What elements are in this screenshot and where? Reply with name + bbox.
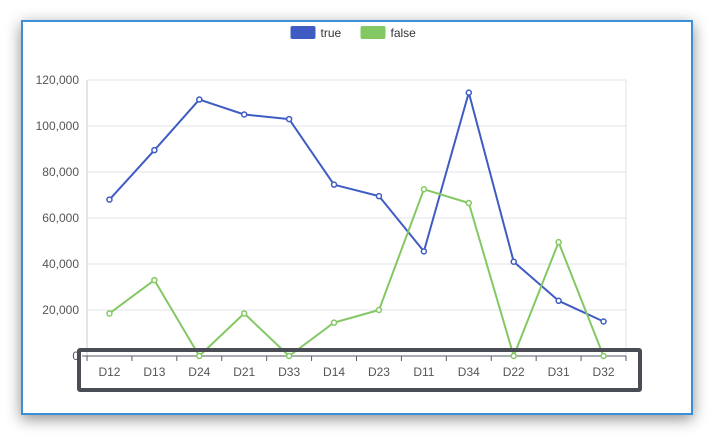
series-lines xyxy=(106,89,607,360)
axes: 0 20,000 40,000 60,000 80,000 100,000 120,000 D… xyxy=(36,73,627,379)
legend-label-true: true xyxy=(321,26,342,40)
x-tick-label: D14 xyxy=(323,365,345,379)
x-tick-label: D23 xyxy=(368,365,390,379)
y-tick-label: 40,000 xyxy=(42,257,79,271)
data-point-false xyxy=(465,199,473,207)
data-point-true xyxy=(465,89,473,96)
data-point-true xyxy=(240,111,248,118)
x-tick-label: D32 xyxy=(593,365,615,379)
data-point-false xyxy=(285,352,293,360)
data-point-true xyxy=(330,181,338,188)
data-point-false xyxy=(555,238,562,246)
x-tick-label: D34 xyxy=(458,365,480,379)
x-tick-label: D13 xyxy=(143,365,165,379)
data-point-false xyxy=(600,352,607,360)
y-tick-label: 0 xyxy=(72,349,79,363)
series-line-true xyxy=(108,91,604,323)
y-tick-label: 120,000 xyxy=(36,73,80,87)
x-tick-label: D12 xyxy=(98,365,120,379)
data-point-false xyxy=(375,306,383,314)
x-tick-label: D33 xyxy=(278,365,300,379)
series-line-false xyxy=(108,188,605,357)
data-point-true xyxy=(151,146,158,154)
y-tick-label: 20,000 xyxy=(42,303,79,317)
data-point-true xyxy=(375,192,383,200)
data-point-false xyxy=(330,319,338,326)
legend: true false xyxy=(290,26,417,40)
data-point-false xyxy=(510,352,517,360)
y-tick-label: 60,000 xyxy=(42,211,79,225)
y-tick-label: 80,000 xyxy=(42,165,79,179)
legend-swatch-false xyxy=(360,26,386,39)
data-point-true xyxy=(420,248,428,255)
data-point-true xyxy=(510,258,517,265)
data-point-true xyxy=(555,297,562,305)
data-point-false xyxy=(196,352,203,360)
x-tick-label: D22 xyxy=(503,365,525,379)
y-tick-label: 100,000 xyxy=(36,119,80,133)
data-point-false xyxy=(151,276,158,284)
x-tick-label: D24 xyxy=(188,365,210,379)
legend-label-false: false xyxy=(391,26,417,40)
data-point-false xyxy=(420,186,428,193)
data-point-false xyxy=(106,310,113,317)
data-point-true xyxy=(196,96,203,103)
x-tick-label: D31 xyxy=(548,365,570,379)
data-point-true xyxy=(600,318,607,325)
legend-swatch-true xyxy=(290,26,316,39)
data-point-true xyxy=(106,196,113,203)
x-tick-label: D11 xyxy=(413,365,434,379)
data-point-false xyxy=(240,310,248,317)
x-tick-label: D21 xyxy=(233,365,255,379)
data-point-true xyxy=(285,115,293,123)
x-axis-highlight-box xyxy=(77,348,642,392)
grid-lines xyxy=(87,79,627,356)
